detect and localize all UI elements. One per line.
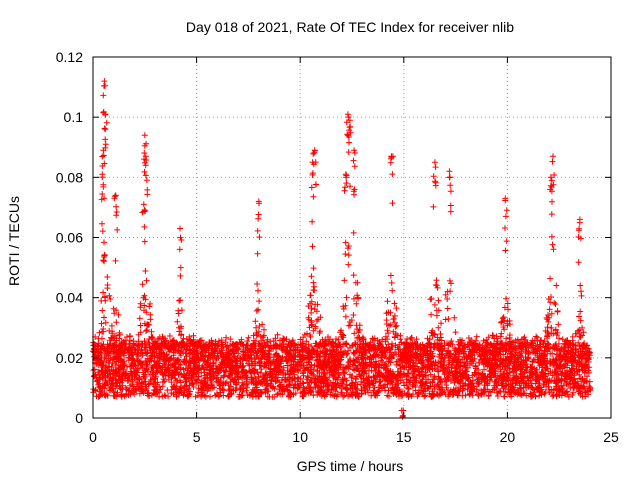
x-tick-label: 0: [89, 429, 97, 445]
x-tick-label: 15: [396, 429, 412, 445]
y-tick-label: 0: [75, 410, 83, 426]
roti-point-markers: [90, 78, 594, 420]
y-tick-label: 0.04: [56, 290, 83, 306]
x-axis-label: GPS time / hours: [297, 458, 404, 474]
y-axis-label: ROTI / TECUs: [6, 196, 22, 286]
y-tick-label: 0.06: [56, 230, 83, 246]
x-tick-label: 20: [500, 429, 516, 445]
x-tick-label: 5: [193, 429, 201, 445]
data-points: [90, 78, 594, 420]
x-tick-label: 25: [603, 429, 619, 445]
chart-title: Day 018 of 2021, Rate Of TEC Index for r…: [186, 19, 514, 35]
y-tick-label: 0.12: [56, 49, 83, 65]
y-tick-label: 0.1: [64, 109, 84, 125]
x-tick-label: 10: [292, 429, 308, 445]
y-tick-label: 0.08: [56, 169, 83, 185]
y-tick-label: 0.02: [56, 350, 83, 366]
axis-ticks: 0 5 10 15 20 25 0 0.02 0.04 0.06 0.08 0.1 0.12: [56, 49, 619, 445]
